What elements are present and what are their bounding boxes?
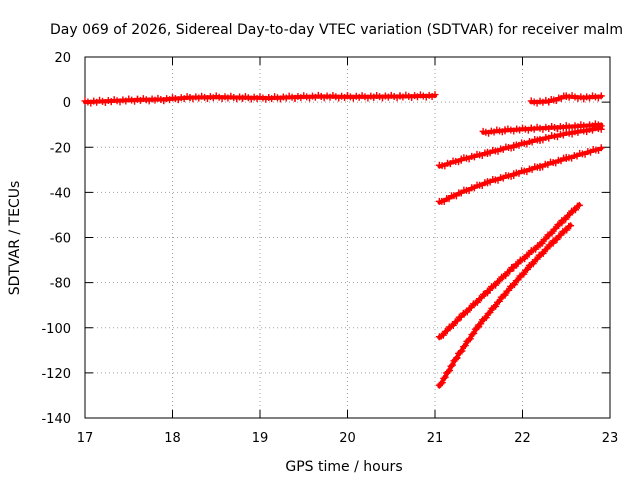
data-point <box>597 92 605 100</box>
series-track-3 <box>479 120 605 137</box>
y-tick-label: 20 <box>54 51 71 66</box>
series-track-6 <box>435 201 583 341</box>
data-point <box>514 260 522 268</box>
y-tick-label: -80 <box>50 277 71 292</box>
axis-ticks: 17 18 19 20 21 22 23 20 0 -20 -40 -60 -80 -100 -120 -14… <box>41 51 618 446</box>
data-point <box>486 286 494 294</box>
data-point <box>542 235 550 243</box>
data-point <box>566 211 574 219</box>
y-tick-label: -140 <box>41 412 71 427</box>
data-point <box>477 320 485 328</box>
data-point <box>562 215 570 223</box>
series-track-7 <box>435 222 575 389</box>
data-point <box>496 277 504 285</box>
data-point <box>510 281 518 289</box>
data-point <box>463 308 471 316</box>
y-tick-label: 0 <box>63 96 71 111</box>
data-point <box>575 201 583 209</box>
data-point <box>521 255 529 263</box>
data-point <box>437 380 445 388</box>
data-point <box>431 91 439 99</box>
data-point <box>492 281 500 289</box>
data-point <box>502 272 510 280</box>
x-tick-label: 17 <box>77 431 94 446</box>
data-point <box>543 245 551 253</box>
x-tick-label: 22 <box>514 431 531 446</box>
data-point <box>449 361 456 369</box>
data-point <box>552 224 560 232</box>
series-track-1 <box>81 91 439 107</box>
data-point <box>520 270 528 278</box>
series-track-4 <box>435 124 605 170</box>
data-point <box>538 239 546 247</box>
data-point <box>563 226 571 234</box>
data-point <box>525 250 533 258</box>
data-point <box>453 317 461 325</box>
data-point <box>446 367 454 375</box>
y-tick-label: -120 <box>41 367 71 382</box>
y-tick-label: -40 <box>50 186 71 201</box>
data-point <box>438 379 446 387</box>
y-tick-label: -20 <box>50 141 71 156</box>
data-point <box>557 231 565 239</box>
x-tick-label: 21 <box>427 431 444 446</box>
data-point <box>444 368 452 376</box>
data-point <box>447 362 455 370</box>
data-point <box>529 260 537 268</box>
data-point <box>441 373 449 381</box>
y-tick-label: -100 <box>41 322 71 337</box>
series-track-5 <box>435 144 605 205</box>
x-tick-label: 18 <box>164 431 181 446</box>
data-points <box>81 91 605 389</box>
data-point <box>470 329 478 337</box>
series-line <box>437 223 573 389</box>
data-point <box>492 302 500 310</box>
x-tick-label: 19 <box>252 431 269 446</box>
y-axis-label: SDTVAR / TECUs <box>7 181 23 296</box>
data-point <box>467 304 475 312</box>
y-tick-label: -60 <box>50 232 71 247</box>
data-point <box>506 267 514 275</box>
data-point <box>514 276 522 284</box>
grid <box>85 57 610 418</box>
data-point <box>486 309 494 317</box>
data-point <box>461 342 469 350</box>
chart-title: Day 069 of 2026, Sidereal Day-to-day VTE… <box>50 22 623 38</box>
data-point <box>597 125 605 133</box>
data-point <box>482 314 490 322</box>
data-point <box>532 245 540 253</box>
x-tick-label: 23 <box>602 431 619 446</box>
data-point <box>539 249 547 257</box>
data-point <box>449 321 457 329</box>
data-point <box>495 297 503 305</box>
data-point <box>501 291 509 299</box>
data-point <box>443 327 451 335</box>
data-point <box>553 235 561 243</box>
data-point <box>571 206 579 214</box>
data-point <box>458 347 466 355</box>
x-axis-label: GPS time / hours <box>285 459 402 475</box>
data-point <box>510 264 518 272</box>
data-point <box>440 374 448 382</box>
data-point <box>466 335 474 343</box>
data-point <box>597 144 605 152</box>
data-point <box>473 298 481 306</box>
data-point <box>477 294 485 302</box>
data-point <box>453 354 461 362</box>
data-point <box>439 331 447 339</box>
data-point <box>567 222 575 230</box>
data-point <box>548 229 556 237</box>
data-point <box>505 286 513 294</box>
x-tick-label: 20 <box>339 431 356 446</box>
data-point <box>524 265 531 273</box>
data-point <box>533 255 541 263</box>
data-point <box>457 313 465 321</box>
series-track-2 <box>527 92 605 107</box>
